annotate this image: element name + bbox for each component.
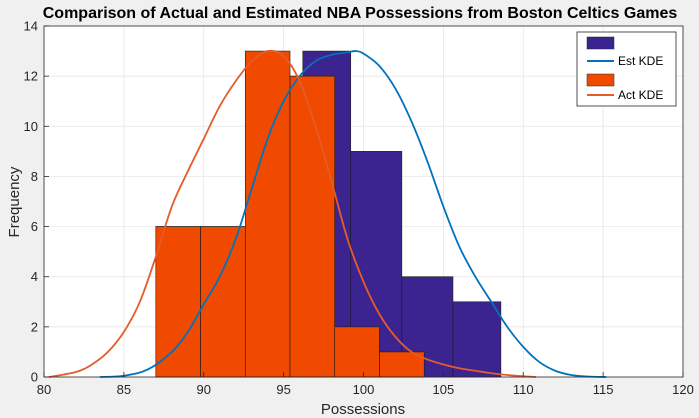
legend-est-kde-label: Est KDE — [618, 54, 663, 68]
y-tick-label-5: 10 — [24, 119, 38, 134]
est-kde-line — [99, 50, 607, 378]
x-tick-label-5: 105 — [433, 382, 455, 397]
y-axis-ticks: 0 2 4 6 8 10 12 14 — [24, 19, 49, 385]
y-tick-label-0: 0 — [31, 370, 38, 385]
act-bar-2 — [244, 50, 291, 378]
legend-act-kde-label: Act KDE — [618, 88, 663, 102]
act-kde-line — [48, 49, 537, 378]
legend-est-swatch — [586, 36, 615, 50]
x-tick-label-6: 110 — [513, 382, 534, 397]
legend: Est KDE Act KDE — [576, 31, 677, 107]
x-axis-label: Possessions — [321, 401, 405, 418]
x-tick-label-1: 85 — [117, 382, 131, 397]
x-tick-label-3: 95 — [276, 382, 290, 397]
act-bar-5 — [379, 351, 425, 378]
x-tick-label-2: 90 — [197, 382, 211, 397]
x-tick-label-0: 80 — [37, 382, 51, 397]
x-tick-label-4: 100 — [353, 382, 375, 397]
act-bar-0 — [155, 226, 201, 378]
kde-lines — [48, 49, 607, 378]
y-tick-label-2: 4 — [31, 269, 38, 284]
est-bar-6 — [452, 301, 502, 378]
y-tick-label-4: 8 — [31, 169, 38, 184]
chart-title: Comparison of Actual and Estimated NBA P… — [43, 5, 678, 22]
x-tick-label-7: 115 — [593, 382, 614, 397]
y-tick-label-3: 6 — [31, 219, 38, 234]
y-tick-label-6: 12 — [24, 69, 38, 84]
act-bar-1 — [200, 226, 246, 378]
x-axis-ticks: 80 85 90 95 100 105 110 115 120 — [37, 372, 694, 397]
y-tick-label-7: 14 — [24, 19, 38, 34]
x-tick-label-8: 120 — [672, 382, 694, 397]
act-bar-3 — [289, 75, 336, 378]
y-axis-label: Frequency — [6, 166, 23, 237]
legend-act-swatch — [586, 73, 615, 87]
y-tick-label-1: 2 — [31, 319, 38, 334]
act-histogram — [155, 50, 425, 378]
act-bar-4 — [334, 326, 380, 378]
